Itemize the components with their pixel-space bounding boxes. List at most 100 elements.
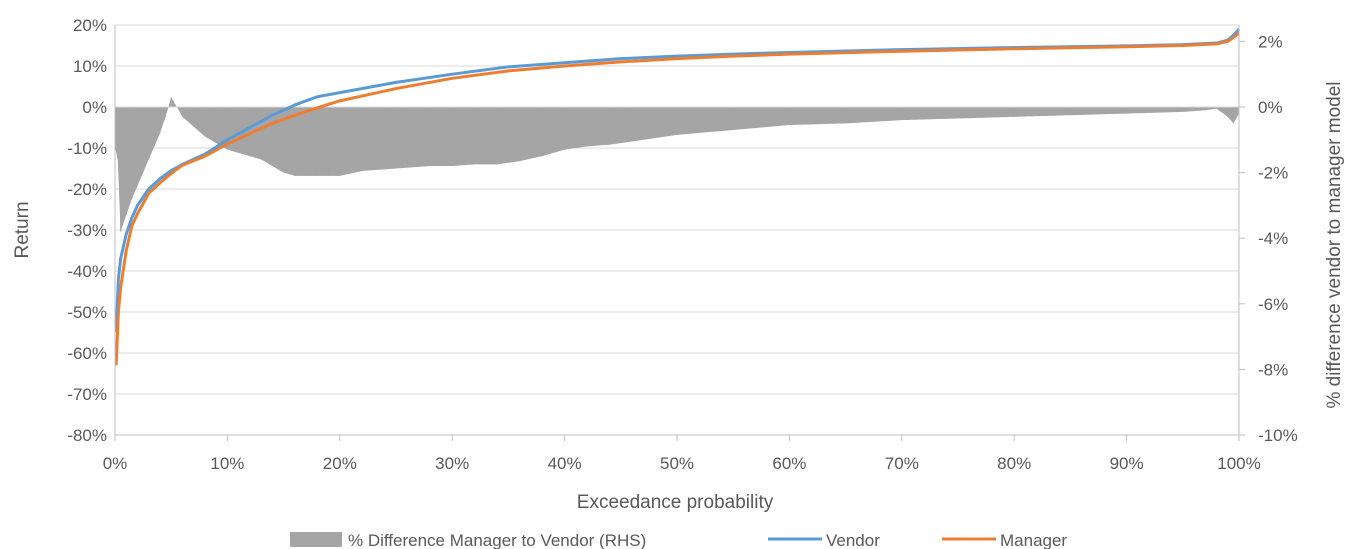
difference-bar-31 (451, 107, 453, 167)
difference-bar-45 (901, 107, 903, 121)
difference-bar-2 (125, 107, 127, 216)
difference-bar-5 (142, 107, 144, 173)
y-tick-label-5: -30% (67, 221, 107, 240)
difference-bar-36 (564, 107, 566, 150)
x-tick-label-7: 70% (885, 454, 919, 473)
y2-tick-label-0: 2% (1258, 32, 1283, 51)
x-axis-ticks: 0% 10% 20% 30% 40% 50% 60% 70% 80% 90% 100% (103, 435, 1261, 473)
difference-bar-37 (586, 107, 588, 147)
x-tick-label-2: 20% (323, 454, 357, 473)
y-tick-label-9: -70% (67, 385, 107, 404)
y-axis-ticks: 20% 10% 0% -10% -20% -30% -40% -50% -60% -70% -80% (67, 16, 107, 445)
y2-tick-label-1: 0% (1258, 98, 1283, 117)
x-tick-label-10: 100% (1217, 454, 1260, 473)
difference-bar-41 (676, 107, 678, 135)
difference-bar-43 (788, 107, 790, 126)
y2-axis-ticks: 2% 0% -2% -4% -6% -8% -10% (1239, 32, 1298, 445)
difference-bar-28 (384, 107, 386, 170)
series-lines (114, 28, 1241, 366)
difference-bar-47 (1013, 107, 1015, 117)
difference-bar-38 (609, 107, 611, 145)
y2-tick-label-3: -4% (1258, 229, 1288, 248)
x-tick-label-9: 90% (1110, 454, 1144, 473)
y-tick-label-7: -50% (67, 303, 107, 322)
difference-bar-14 (204, 107, 206, 137)
difference-bar-8 (159, 107, 161, 134)
difference-bar-13 (193, 107, 195, 127)
difference-bar-25 (328, 107, 330, 176)
difference-bar-9 (165, 107, 167, 117)
difference-bar-32 (474, 107, 476, 165)
y-tick-label-3: -10% (67, 139, 107, 158)
y-tick-label-6: -40% (67, 262, 107, 281)
legend-label-difference: % Difference Manager to Vendor (RHS) (348, 531, 646, 549)
difference-bar-4 (136, 107, 138, 186)
difference-bar-10 (170, 97, 172, 107)
difference-bar-33 (496, 107, 498, 165)
vendor-line (114, 28, 1241, 333)
difference-bar-49 (1126, 107, 1128, 114)
y2-tick-label-2: -2% (1258, 164, 1288, 183)
y-tick-label-4: -20% (67, 180, 107, 199)
difference-bar-51 (1204, 107, 1206, 111)
difference-bar-39 (631, 107, 633, 142)
gridlines (115, 24, 1239, 436)
difference-bar-17 (238, 107, 240, 153)
y-tick-label-2: 0% (82, 98, 107, 117)
y2-tick-label-4: -6% (1258, 295, 1288, 314)
x-tick-label-3: 30% (435, 454, 469, 473)
difference-bar-18 (249, 107, 251, 157)
difference-bar-21 (283, 107, 285, 173)
difference-bar-46 (957, 107, 959, 119)
difference-bar-50 (1182, 107, 1184, 112)
legend: % Difference Manager to Vendor (RHS) Ven… (290, 531, 1067, 549)
difference-bar-22 (294, 107, 296, 176)
difference-bar-6 (148, 107, 150, 160)
difference-bar-40 (654, 107, 656, 139)
x-tick-label-8: 80% (997, 454, 1031, 473)
legend-swatch-difference (290, 532, 342, 547)
legend-label-vendor: Vendor (826, 531, 880, 549)
difference-bar-52 (1216, 107, 1218, 109)
difference-bar-48 (1069, 107, 1071, 116)
x-tick-label-0: 0% (103, 454, 128, 473)
y2-tick-label-5: -8% (1258, 360, 1288, 379)
y-tick-label-0: 20% (73, 16, 107, 35)
difference-bar-27 (361, 107, 363, 171)
difference-bar-3 (131, 107, 133, 199)
y2-tick-label-6: -10% (1258, 426, 1298, 445)
y-tick-label-1: 10% (73, 57, 107, 76)
difference-bar-30 (429, 107, 431, 167)
difference-bar-44 (845, 107, 847, 124)
difference-bar-53 (1227, 107, 1229, 117)
legend-label-manager: Manager (1000, 531, 1067, 549)
difference-bar-19 (260, 107, 262, 160)
x-tick-label-6: 60% (772, 454, 806, 473)
difference-bar-15 (215, 107, 217, 144)
difference-bar-12 (181, 107, 183, 117)
difference-bar-29 (406, 107, 408, 168)
x-tick-label-4: 40% (548, 454, 582, 473)
difference-bar-42 (732, 107, 734, 130)
difference-bar-35 (541, 107, 543, 157)
difference-bar-23 (305, 107, 307, 176)
difference-bar-7 (153, 107, 155, 147)
difference-bar-1 (120, 107, 122, 232)
difference-bar-20 (271, 107, 273, 167)
difference-bar-54 (1232, 107, 1234, 124)
y-tick-label-10: -80% (67, 426, 107, 445)
manager-line (114, 31, 1240, 366)
y-tick-label-8: -60% (67, 344, 107, 363)
difference-bar-24 (316, 107, 318, 176)
difference-bar-16 (226, 107, 228, 150)
difference-bar-34 (519, 107, 521, 162)
difference-bars (115, 97, 1240, 232)
x-tick-label-5: 50% (660, 454, 694, 473)
x-axis-title: Exceedance probability (577, 492, 774, 513)
y-axis-title: Return (12, 201, 33, 258)
difference-area (115, 97, 1239, 232)
difference-bar-26 (339, 107, 341, 176)
x-tick-label-1: 10% (210, 454, 244, 473)
y2-axis-title: % difference vendor to manager model (1324, 81, 1345, 408)
